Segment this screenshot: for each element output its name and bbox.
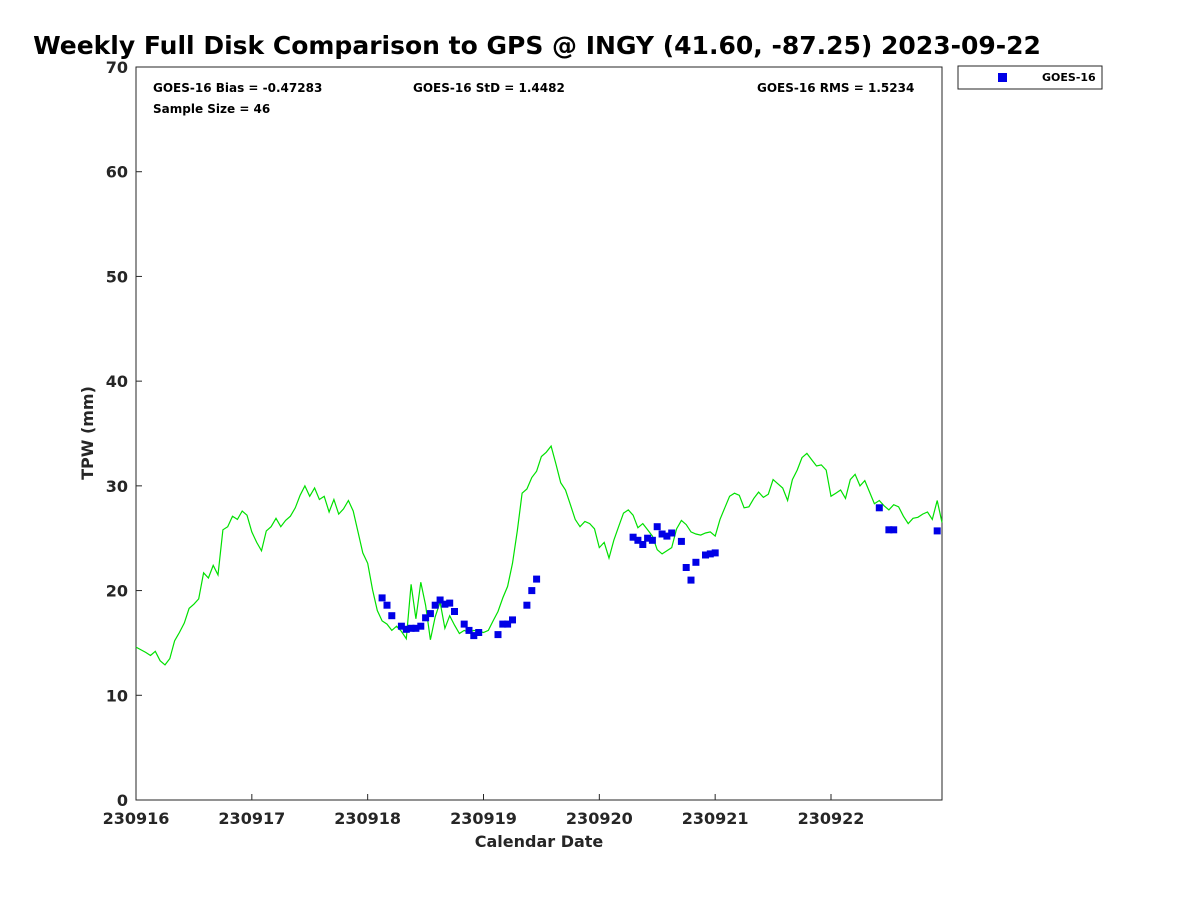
legend-marker-goes-16: [998, 73, 1007, 82]
goes-16-point: [441, 600, 449, 608]
goes-16-point: [504, 620, 512, 628]
std-stat: GOES-16 StD = 1.4482: [413, 81, 565, 95]
y-tick-label: 0: [117, 791, 128, 810]
bias-stat: GOES-16 Bias = -0.47283: [153, 81, 322, 95]
x-tick-label: 230922: [798, 809, 865, 828]
goes-16-point: [523, 601, 531, 609]
goes-16-point: [422, 614, 430, 622]
goes-16-point: [687, 576, 695, 584]
goes-16-point: [653, 523, 661, 531]
y-axis-label: TPW (mm): [78, 386, 97, 480]
plot-area-frame: [135, 66, 943, 801]
goes-16-point: [431, 601, 439, 609]
x-axis-label: Calendar Date: [475, 832, 604, 851]
plot-axes: [135, 66, 943, 801]
goes-16-series: [378, 504, 941, 640]
y-tick-label: 40: [106, 372, 128, 391]
y-tick-label: 20: [106, 582, 128, 601]
goes-16-point: [417, 622, 425, 630]
goes-16-point: [451, 608, 458, 615]
goes-16-point: [933, 527, 941, 535]
goes-16-point: [475, 629, 483, 636]
x-tick-label: 230920: [566, 809, 633, 828]
goes-16-point: [446, 599, 454, 607]
sample-size-stat: Sample Size = 46: [153, 102, 270, 116]
goes-16-point: [465, 626, 473, 634]
x-tick-label: 230916: [103, 809, 170, 828]
goes-16-point: [412, 624, 420, 632]
goes-16-point: [706, 550, 714, 558]
goes-16-point: [658, 530, 666, 538]
x-tick-label: 230918: [334, 809, 401, 828]
gps-series: [135, 444, 943, 666]
goes-16-point: [528, 587, 536, 595]
goes-16-point: [682, 564, 690, 571]
legend-box: [957, 65, 1103, 90]
goes-16-point: [494, 631, 502, 639]
goes-16-point: [702, 551, 709, 559]
goes-16-point: [407, 624, 415, 632]
goes-16-point: [634, 536, 642, 544]
goes-16-point: [663, 532, 671, 540]
x-axis-ticks: 230916 230917 230918 230919 230920 230921 2309…: [103, 794, 865, 828]
goes-16-point: [890, 526, 898, 534]
goes-16-point: [692, 558, 700, 566]
x-tick-label: 230917: [218, 809, 285, 828]
y-tick-label: 70: [106, 58, 128, 77]
goes-16-point: [388, 612, 396, 620]
x-tick-label: 230919: [450, 809, 517, 828]
goes-16-point: [378, 594, 386, 602]
goes-16-point: [885, 526, 893, 534]
y-tick-label: 60: [106, 163, 128, 182]
goes-16-point: [875, 504, 883, 512]
y-axis-ticks: 0 10 20 30 40 50 60 70: [106, 58, 142, 810]
goes-16-point: [648, 536, 656, 544]
legend-label-goes-16: GOES-16: [1042, 71, 1096, 84]
chart-title: Weekly Full Disk Comparison to GPS @ ING…: [33, 31, 1041, 60]
goes-16-point: [639, 541, 647, 548]
goes-16-point: [460, 620, 468, 628]
goes-16-point: [436, 596, 444, 604]
goes-16-point: [499, 620, 507, 628]
goes-16-point: [629, 533, 637, 541]
y-tick-label: 30: [106, 477, 128, 496]
goes-16-point: [470, 632, 478, 640]
goes-16-point: [383, 601, 391, 609]
goes-16-point: [509, 616, 516, 624]
goes-16-point: [397, 622, 405, 630]
y-tick-label: 10: [106, 686, 128, 705]
goes-16-point: [644, 534, 652, 542]
gps-tpw-line: [135, 444, 943, 666]
goes-16-point: [533, 575, 541, 583]
goes-16-point: [668, 529, 676, 537]
rms-stat: GOES-16 RMS = 1.5234: [757, 81, 914, 95]
goes-16-point: [402, 625, 410, 633]
goes-16-point: [426, 610, 434, 618]
goes-16-point: [677, 537, 685, 545]
goes-16-point: [711, 549, 719, 557]
x-tick-label: 230921: [682, 809, 749, 828]
y-tick-label: 50: [106, 267, 128, 286]
legend: GOES-16: [957, 65, 1103, 90]
